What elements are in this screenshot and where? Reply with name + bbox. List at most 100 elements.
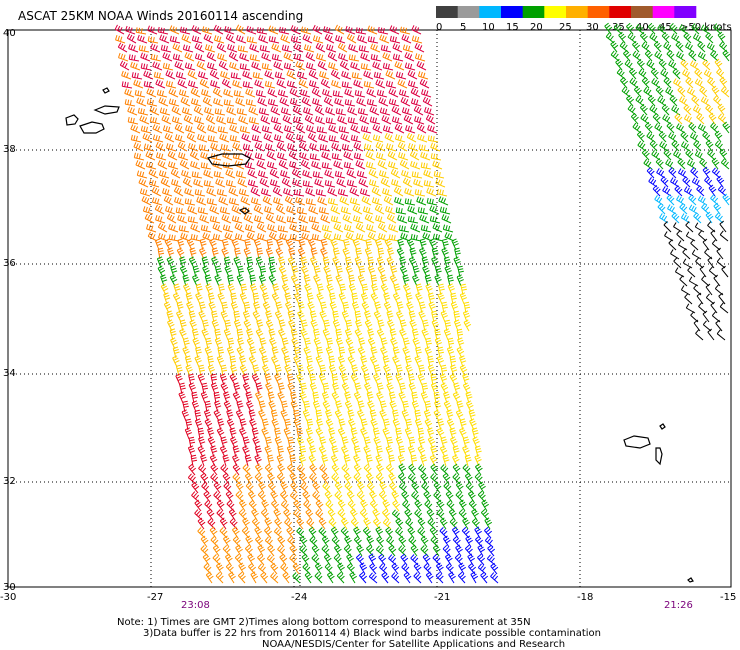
wind-barb (353, 79, 364, 89)
wind-barb (688, 122, 697, 134)
wind-barb (718, 292, 726, 305)
wind-barb (289, 544, 298, 557)
wind-barb (455, 491, 464, 503)
wind-barb (149, 106, 160, 116)
wind-barb (441, 301, 448, 314)
wind-barb (217, 52, 228, 62)
wind-barb (319, 70, 330, 80)
wind-barb (380, 283, 389, 296)
wind-barb (231, 205, 242, 215)
wind-barb (715, 319, 723, 332)
wind-barb (337, 188, 349, 197)
wind-barb (305, 508, 314, 521)
wind-barb (255, 391, 263, 404)
wind-barb (182, 274, 190, 287)
wind-barb (385, 445, 393, 458)
footnote-line-3: NOAA/NESDIS/Center for Satellite Applica… (262, 639, 565, 650)
wind-barb (401, 34, 412, 44)
wind-barb (251, 427, 259, 440)
wind-barb (138, 178, 149, 188)
wind-barb (366, 481, 375, 494)
wind-barb (424, 346, 432, 359)
wind-barb (194, 509, 203, 521)
wind-barb (708, 184, 717, 197)
wind-barb (665, 159, 675, 170)
wind-barb (287, 382, 295, 395)
wind-barb (292, 572, 301, 584)
wind-barb (294, 283, 302, 296)
wind-barb (239, 427, 247, 440)
wind-barb (659, 141, 669, 152)
wind-barb (478, 481, 486, 494)
wind-barb (358, 178, 369, 188)
wind-barb (382, 427, 390, 440)
wind-barb (711, 239, 721, 251)
wind-barb (165, 70, 176, 80)
y-tick-label: 38 (3, 144, 16, 155)
wind-barb (382, 62, 394, 71)
wind-barb (680, 141, 691, 152)
wind-barb (468, 409, 476, 422)
wind-barb (264, 143, 276, 152)
legend-label-30: 30 (586, 22, 599, 33)
wind-barb (309, 463, 318, 476)
wind-barb (286, 445, 294, 458)
wind-barb (424, 500, 433, 512)
wind-barb (114, 24, 125, 35)
wind-barb (397, 141, 408, 152)
wind-barb (178, 225, 190, 233)
wind-barb (301, 265, 309, 278)
wind-barb (341, 382, 350, 395)
wind-barb (697, 195, 708, 206)
wind-barb (302, 409, 310, 422)
wind-barb (288, 319, 296, 332)
wind-barb (434, 328, 441, 341)
wind-barb (399, 319, 407, 332)
wind-barb (201, 482, 210, 494)
wind-barb (296, 527, 305, 539)
wind-barb (417, 71, 429, 80)
wind-barb (188, 382, 196, 395)
wind-barb (355, 160, 366, 170)
wind-barb (401, 169, 412, 179)
wind-barb (671, 212, 680, 224)
wind-barb (232, 391, 241, 404)
wind-barb (312, 35, 324, 44)
wind-barb (378, 232, 389, 242)
wind-barb (332, 247, 340, 260)
wind-barb (419, 78, 430, 89)
wind-barb (234, 233, 246, 242)
wind-barb (287, 536, 296, 548)
wind-barb (309, 473, 318, 485)
wind-barb (430, 445, 438, 458)
wind-barb (713, 95, 722, 107)
wind-barb (293, 355, 301, 368)
wind-barb (362, 133, 373, 143)
wind-barb (230, 301, 238, 314)
wind-barb (136, 170, 148, 179)
wind-barb (133, 152, 145, 161)
wind-barb (140, 63, 152, 71)
wind-barb (435, 178, 446, 188)
wind-barb (167, 247, 175, 260)
wind-barb (203, 169, 214, 179)
wind-barb (398, 225, 410, 233)
wind-barb (182, 44, 194, 53)
wind-barb (309, 310, 317, 323)
wind-barb (452, 454, 460, 467)
wind-barb (210, 536, 219, 548)
wind-barb (417, 445, 426, 458)
wind-barb (226, 500, 235, 512)
wind-barb (408, 436, 416, 449)
wind-barb (316, 126, 328, 134)
wind-barb (615, 58, 624, 71)
wind-barb (342, 301, 349, 314)
wind-barb (420, 535, 429, 548)
wind-barb (213, 97, 224, 107)
wind-barb (388, 544, 397, 557)
wind-barb (201, 328, 209, 341)
wind-barb (379, 481, 387, 494)
wind-barb (717, 31, 726, 44)
wind-barb (423, 180, 435, 188)
wind-barb (377, 247, 385, 260)
